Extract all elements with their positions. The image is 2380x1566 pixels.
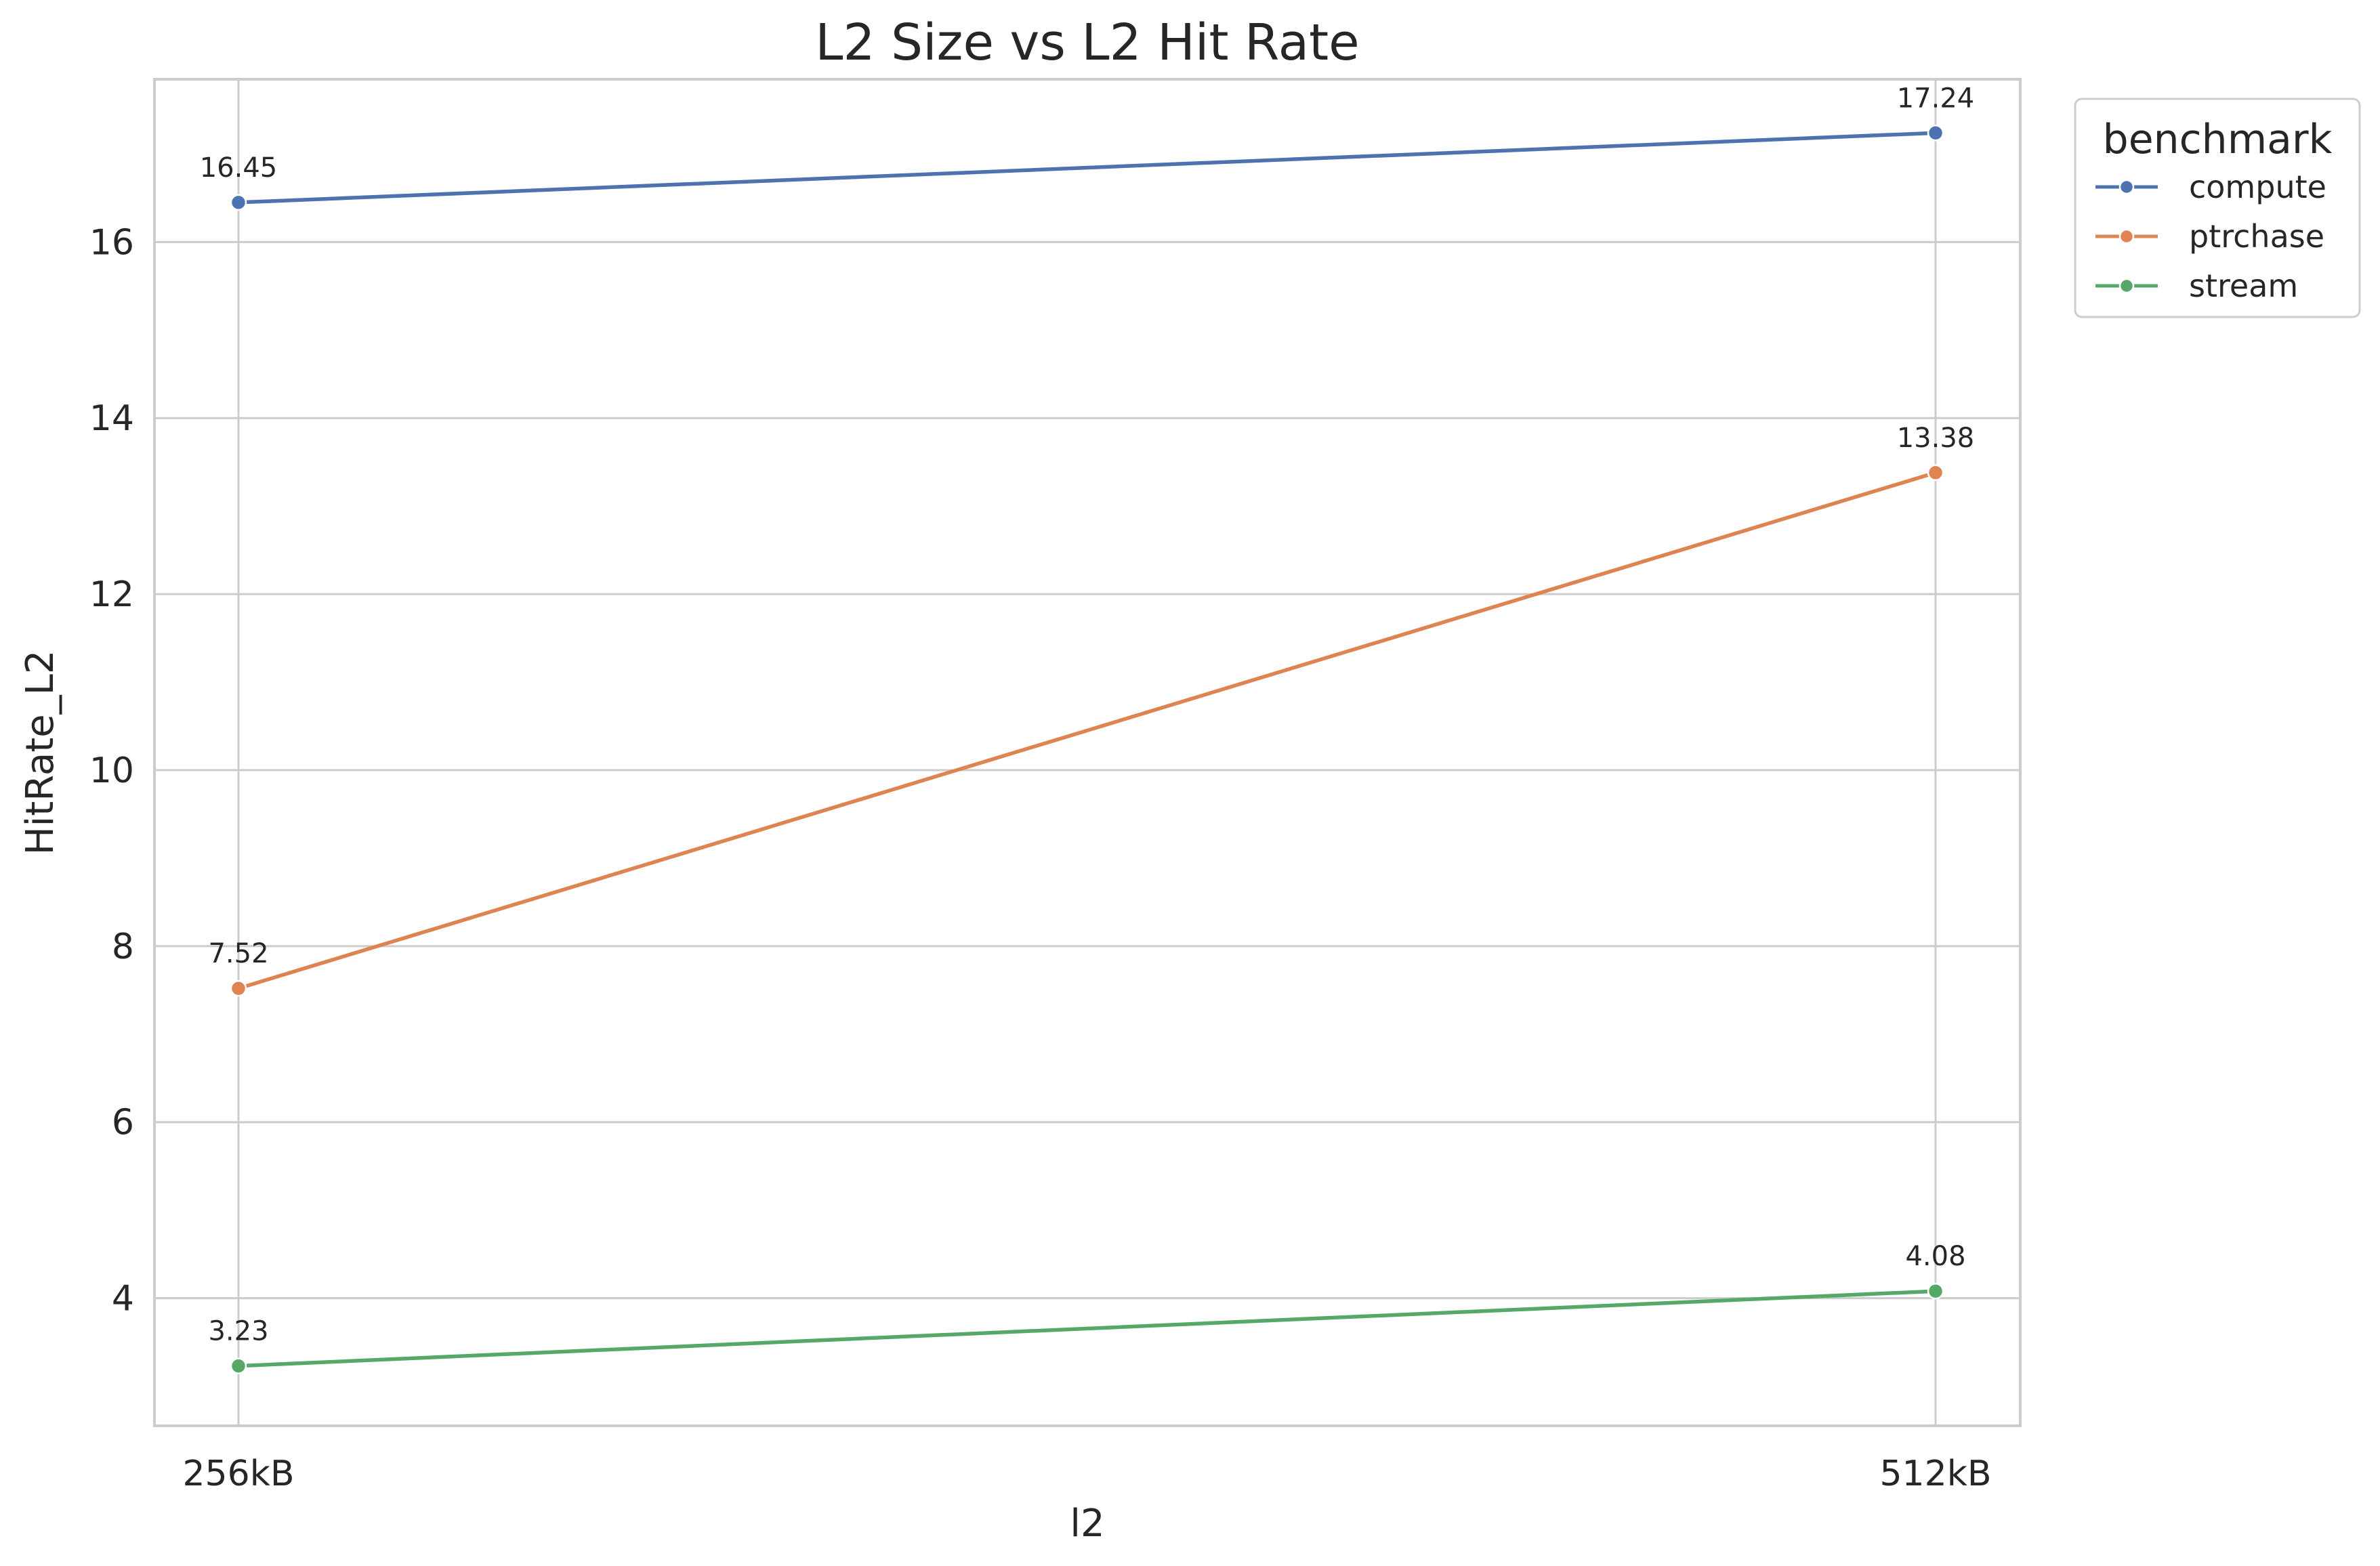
plot-frame	[153, 78, 2022, 1427]
legend-label: ptrchase	[2189, 218, 2324, 255]
series-line-ptrchase	[236, 471, 1938, 990]
data-point-stream	[230, 1357, 247, 1374]
legend-item-stream: stream	[2095, 268, 2298, 304]
series-ptrchase: 7.52 13.38	[208, 423, 1975, 997]
y-tick-label: 14	[89, 398, 134, 439]
series-line-compute	[236, 131, 1938, 205]
data-point-compute	[1927, 125, 1944, 142]
series-layer: 16.45 17.24 7.52 13.38 3.23 4.08	[200, 83, 1975, 1374]
legend-marker	[2118, 179, 2135, 195]
data-label-ptrchase: 7.52	[208, 938, 268, 969]
series-compute: 16.45 17.24	[200, 83, 1975, 211]
y-axis-label: HitRate_L2	[18, 650, 62, 855]
data-label-stream: 3.23	[208, 1316, 268, 1347]
legend-marker	[2118, 228, 2135, 245]
y-tick-label: 12	[89, 574, 134, 615]
y-tick-label: 16	[89, 222, 134, 263]
y-tick-label: 10	[89, 750, 134, 791]
series-line-stream	[236, 1289, 1938, 1368]
tick-labels: 4 6 8 10 12 14 16 256kB 512kB	[89, 222, 1992, 1494]
data-point-stream	[1927, 1282, 1944, 1300]
y-tick-label: 8	[112, 927, 134, 967]
data-label-ptrchase: 13.38	[1897, 423, 1975, 454]
legend-items: compute ptrchase stream	[2095, 169, 2326, 304]
data-label-stream: 4.08	[1905, 1241, 1965, 1272]
legend-item-ptrchase: ptrchase	[2095, 218, 2324, 255]
legend-title: benchmark	[2103, 116, 2333, 163]
legend-box	[2074, 98, 2361, 318]
data-point-ptrchase	[1927, 464, 1944, 482]
x-axis-label: l2	[1070, 1502, 1104, 1546]
data-point-compute	[230, 194, 247, 211]
legend-label: stream	[2189, 268, 2298, 304]
chart-title: L2 Size vs L2 Hit Rate	[815, 14, 1359, 72]
y-tick-label: 4	[112, 1279, 134, 1319]
series-stream: 3.23 4.08	[208, 1241, 1966, 1374]
legend-label: compute	[2189, 169, 2326, 205]
x-tick-label: 256kB	[182, 1454, 294, 1494]
data-label-compute: 16.45	[200, 152, 278, 184]
data-point-ptrchase	[230, 979, 247, 997]
legend-item-compute: compute	[2095, 169, 2326, 205]
data-label-compute: 17.24	[1897, 83, 1975, 114]
legend-marker	[2118, 278, 2135, 294]
x-tick-label: 512kB	[1879, 1454, 1991, 1494]
grid	[154, 79, 2020, 1426]
legend: benchmark compute ptrchase stream	[2074, 98, 2361, 318]
y-tick-label: 6	[112, 1103, 134, 1143]
